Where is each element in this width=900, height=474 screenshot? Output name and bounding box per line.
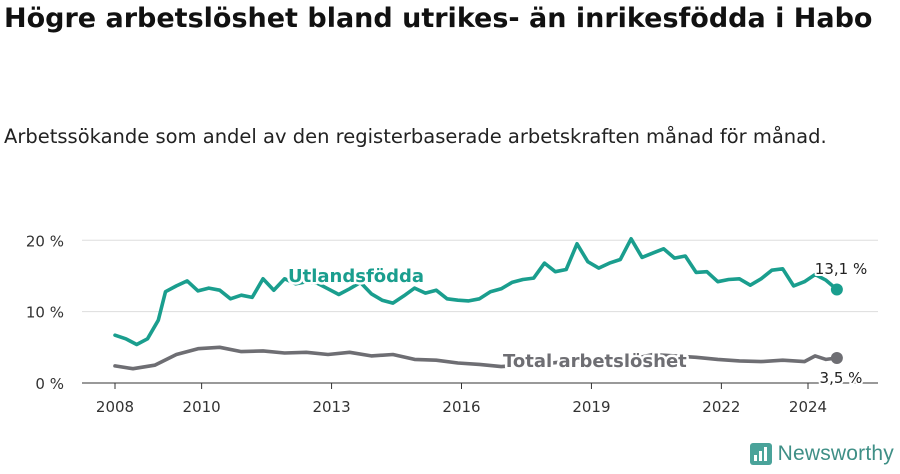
series-layer — [113, 237, 843, 371]
series-label-utlandsfodda-halo: Utlandsfödda — [288, 266, 424, 287]
x-tick-label: 2022 — [702, 398, 740, 416]
x-tick-label: 2019 — [572, 398, 610, 416]
chart-subtitle: Arbetssökande som andel av den registerb… — [4, 125, 827, 148]
grid-layer: 0 % 10 % 20 % — [26, 232, 878, 393]
newsworthy-logo-icon — [749, 443, 772, 465]
end-label-total: 3,5 % — [820, 369, 863, 387]
brand-name: Newsworthy — [777, 442, 894, 465]
series-label-total-halo: Total arbetslöshet — [503, 351, 687, 372]
y-tick-label: 0 % — [35, 375, 64, 393]
chart-title: Högre arbetslöshet bland utrikes- än inr… — [4, 3, 873, 34]
series-endpoint-utlandsfodda — [830, 283, 843, 296]
newsworthy-brand[interactable]: Newsworthy — [749, 442, 894, 466]
series-endpoint-total — [830, 352, 843, 365]
y-tick-label: 20 % — [26, 232, 64, 250]
x-tick-label: 2013 — [312, 398, 350, 416]
x-tick-label: 2010 — [183, 398, 221, 416]
series-line-utlandsfodda — [113, 237, 839, 347]
x-tick-label: 2016 — [442, 398, 480, 416]
y-tick-label: 10 % — [26, 304, 64, 322]
series-label-total: Total arbetslöshet — [503, 351, 687, 372]
end-label-utlandsfodda: 13,1 % — [815, 260, 867, 278]
series-label-utlandsfodda: Utlandsfödda — [288, 266, 424, 287]
x-axis: 2008 2010 2013 2016 2019 2022 2024 — [82, 382, 878, 416]
end-label-utlandsfodda-halo: 13,1 % — [815, 260, 867, 278]
x-tick-label: 2008 — [96, 398, 134, 416]
series-line-total — [113, 345, 839, 371]
x-tick-label: 2024 — [789, 398, 827, 416]
end-label-total-halo: 3,5 % — [820, 369, 863, 387]
